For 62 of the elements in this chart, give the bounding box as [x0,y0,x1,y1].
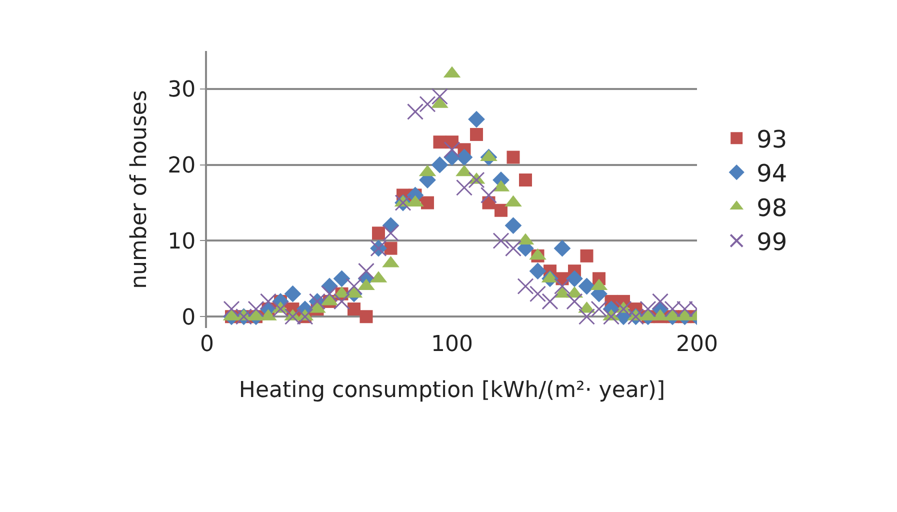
y-tick-label: 0 [182,305,196,330]
point [248,300,264,318]
point [480,186,497,204]
point [470,128,483,141]
y-axis-title: number of houses [126,90,152,289]
point [554,278,570,295]
point [578,308,595,325]
point [272,300,289,318]
point [578,278,596,295]
x-axis-title: Heating consumption [kWh/(m²· year)] [238,378,666,403]
point [505,240,522,257]
x-tick-label: 100 [431,332,473,357]
point [360,310,373,324]
legend-label: 94 [756,160,788,188]
point [223,300,240,318]
point [603,308,620,325]
point [407,103,424,120]
point [468,110,485,128]
point [333,270,350,288]
point [284,285,302,302]
point [384,242,398,255]
point [419,96,436,112]
point [321,286,338,302]
point [421,196,434,210]
point [640,300,656,318]
point [346,278,362,295]
point [260,293,276,310]
point [492,232,510,249]
point [431,156,448,174]
legend-label: 93 [756,125,788,154]
point [456,179,472,196]
point [348,302,360,316]
point [529,262,546,280]
point [530,286,546,302]
point [504,217,522,234]
point [615,300,632,318]
point [506,150,520,164]
point [334,293,350,310]
y-tick-label: 10 [168,229,196,254]
point [517,278,534,295]
point [494,204,508,217]
point [566,270,583,288]
y-tick-label: 20 [168,154,196,179]
point [468,172,485,188]
point [590,300,608,318]
x-tick-label: 200 [676,332,718,357]
y-tick-label: 30 [168,78,196,103]
legend-label: 99 [756,228,788,256]
point [444,141,460,158]
point [566,293,583,310]
point [432,88,448,105]
point [554,240,571,257]
legend-label: 98 [756,194,788,222]
point [382,224,399,242]
point [519,174,532,187]
point [652,293,668,310]
point [542,293,558,310]
point [372,226,385,240]
x-tick-label: 0 [200,332,214,357]
point [580,249,594,262]
point [358,262,374,280]
point [433,136,446,149]
